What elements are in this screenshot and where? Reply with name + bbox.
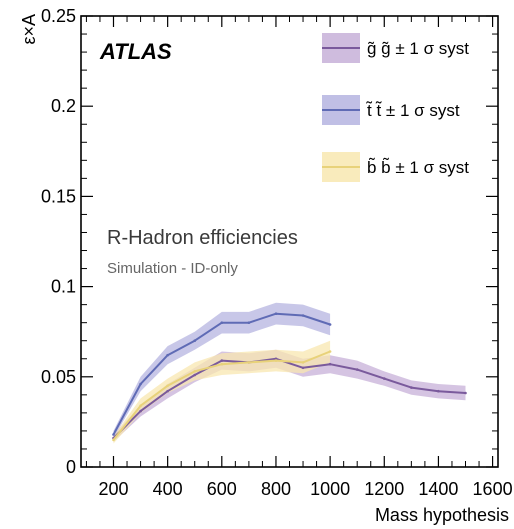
point-series-1-1 (139, 382, 142, 386)
x-tick-label: 600 (207, 479, 237, 499)
band-series-2 (113, 340, 331, 444)
point-series-0-12 (437, 389, 440, 393)
point-series-1-3 (193, 339, 196, 343)
series-lines (112, 312, 467, 442)
y-tick-label: 0 (66, 457, 76, 477)
y-tick-label: 0.05 (41, 367, 76, 387)
point-series-1-6 (274, 312, 278, 316)
point-series-2-8 (328, 350, 332, 353)
point-series-1-4 (220, 321, 224, 325)
point-series-1-5 (247, 321, 251, 325)
y-tick-label: 0.25 (41, 6, 76, 26)
point-series-0-7 (301, 366, 305, 370)
point-series-0-1 (139, 409, 142, 413)
y-axis-title: ε×A (19, 14, 39, 45)
point-series-2-3 (193, 370, 196, 373)
x-tick-label: 1400 (418, 479, 458, 499)
point-series-0-9 (355, 368, 359, 371)
axis-ticks (81, 15, 498, 468)
point-series-2-0 (112, 438, 115, 442)
point-series-1-2 (166, 353, 169, 357)
x-tick-label: 1200 (364, 479, 404, 499)
point-series-0-8 (328, 362, 332, 366)
point-series-0-2 (166, 389, 169, 393)
point-series-0-6 (274, 357, 278, 361)
point-series-2-7 (301, 361, 305, 364)
atlas-label: ATLAS (99, 39, 172, 64)
point-series-1-0 (112, 433, 115, 436)
point-series-2-5 (247, 361, 251, 364)
uncertainty-bands (113, 302, 466, 444)
x-tick-label: 1600 (473, 479, 513, 499)
point-series-0-3 (193, 373, 196, 377)
legend-label-0: g̃ g̃ ± 1 σ syst (367, 39, 469, 58)
legend-label-2: b̃ b̃ ± 1 σ syst (367, 157, 469, 177)
chart-heading: R-Hadron efficiencies (107, 227, 298, 249)
x-tick-label: 200 (98, 479, 128, 499)
point-series-2-4 (220, 362, 224, 366)
y-tick-label: 0.2 (51, 96, 76, 116)
axis-tick-labels: 200 400 600 800 1000 1200 1400 1600 0 0.05 0.1 0.15… (41, 6, 513, 499)
x-tick-label: 800 (261, 479, 291, 499)
y-tick-label: 0.1 (51, 277, 76, 297)
x-axis-title: Mass hypothesis (375, 505, 509, 525)
chart-subheading: Simulation - ID-only (107, 260, 238, 277)
point-series-0-13 (464, 391, 467, 395)
point-series-1-7 (301, 314, 305, 317)
point-series-2-6 (274, 359, 278, 362)
x-tick-label: 1000 (310, 479, 350, 499)
point-series-0-11 (410, 386, 413, 389)
legend: g̃ g̃ ± 1 σ syst t̃ t̃ ± 1 σ syst b̃ b̃ ± … (322, 33, 469, 182)
point-series-0-10 (383, 377, 386, 380)
point-series-2-2 (166, 384, 169, 388)
x-tick-label: 400 (153, 479, 183, 499)
point-series-1-8 (328, 323, 332, 326)
legend-label-1: t̃ t̃ ± 1 σ syst (365, 101, 459, 120)
line-series-0 (112, 357, 466, 439)
y-tick-label: 0.15 (41, 186, 76, 206)
point-series-2-1 (139, 404, 142, 408)
point-series-0-4 (220, 359, 224, 362)
